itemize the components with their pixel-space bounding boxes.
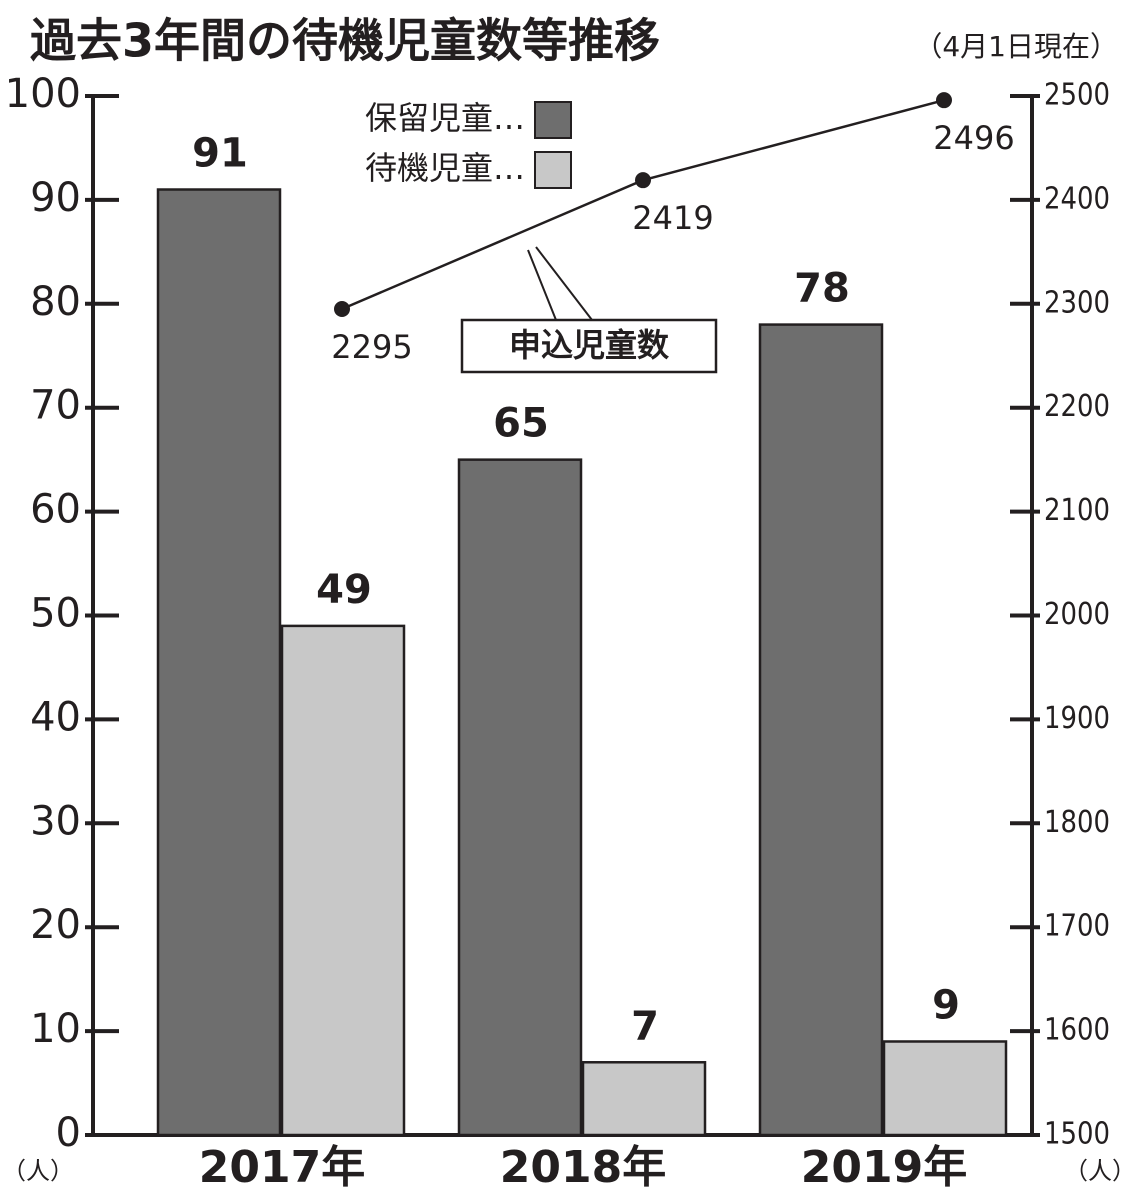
legend-label: 保留児童… [365, 99, 525, 137]
y-tick-label: 80 [30, 279, 81, 325]
bar [280, 624, 406, 1137]
chart-title: 過去3年間の待機児童数等推移 [30, 14, 660, 68]
point-label: 2419 [632, 199, 713, 237]
y2-tick-label: 2400 [1044, 181, 1110, 216]
y2-tick-label: 1500 [1044, 1117, 1110, 1152]
point-label: 2496 [933, 119, 1014, 157]
callout-pointer [527, 249, 557, 321]
y-tick-label: 30 [30, 798, 81, 844]
y-tick-label: 70 [30, 383, 81, 429]
value-label: 91 [192, 131, 248, 177]
y2-tick-label: 1900 [1044, 701, 1110, 736]
y2-tick-label: 2100 [1044, 493, 1110, 528]
y2-axis-label: （人） [1064, 1157, 1136, 1185]
y-tick-label: 0 [56, 1110, 81, 1156]
chart-subtitle: （4月1日現在） [914, 30, 1118, 63]
value-label: 7 [631, 1003, 659, 1049]
value-label: 49 [316, 567, 372, 613]
y-tick-label: 50 [30, 591, 81, 637]
y2-tick-label: 2500 [1044, 78, 1110, 113]
y2-tick-label: 2000 [1044, 597, 1110, 632]
y-tick-label: 90 [30, 175, 81, 221]
line-point [635, 172, 651, 189]
y2-tick-label: 2200 [1044, 389, 1110, 424]
value-label: 9 [932, 982, 960, 1028]
callout-box [460, 318, 718, 374]
bar [758, 323, 884, 1137]
x-tick-label: 2019年 [801, 1142, 967, 1193]
legend-swatch [534, 101, 572, 139]
y-axis-label: （人） [2, 1157, 74, 1185]
bar [882, 1040, 1008, 1137]
value-label: 65 [493, 401, 549, 447]
legend-swatch [534, 151, 572, 189]
y2-tick-label: 1800 [1044, 805, 1110, 840]
callout-pointer [535, 246, 593, 321]
y-tick-label: 40 [30, 694, 81, 740]
point-label: 2295 [331, 328, 412, 366]
y-tick-label: 60 [30, 487, 81, 533]
y-tick-label: 20 [30, 902, 81, 948]
y2-tick-label: 1600 [1044, 1013, 1110, 1048]
legend-label: 待機児童… [365, 149, 525, 187]
y2-tick-label: 2300 [1044, 285, 1110, 320]
value-label: 78 [794, 266, 850, 312]
y-tick-label: 10 [30, 1006, 81, 1052]
line-point [334, 300, 350, 317]
line-series-label: 申込児童数 [509, 326, 670, 364]
bar [156, 188, 282, 1137]
y-tick-label: 100 [5, 71, 81, 117]
x-tick-label: 2018年 [500, 1142, 666, 1193]
bar [457, 458, 583, 1137]
line-point [936, 92, 952, 109]
bar [581, 1061, 707, 1137]
x-tick-label: 2017年 [199, 1142, 365, 1193]
y2-tick-label: 1700 [1044, 909, 1110, 944]
